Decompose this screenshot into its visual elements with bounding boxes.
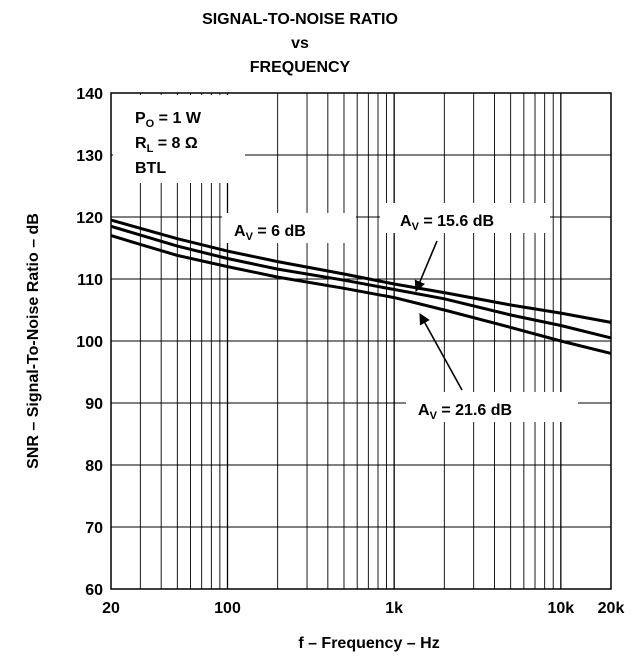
series-label-2: AV = 21.6 dB — [418, 402, 512, 422]
condition-0: PO = 1 W — [135, 110, 202, 130]
x-axis-label: f – Frequency – Hz — [298, 635, 439, 652]
y-tick-60: 60 — [85, 582, 103, 599]
title-line-1: vs — [291, 35, 309, 52]
y-tick-90: 90 — [85, 396, 103, 413]
y-tick-70: 70 — [85, 520, 103, 537]
label-box-6db — [222, 213, 356, 243]
x-tick-1000: 1k — [385, 600, 403, 617]
y-tick-130: 130 — [76, 148, 103, 165]
arrow-15-6db — [414, 240, 438, 293]
annotations: PO = 1 W RL = 8 Ω BTL AV = 6 dB AV = 15.6 dB… — [113, 95, 578, 422]
y-tick-80: 80 — [85, 458, 103, 475]
title-line-0: SIGNAL-TO-NOISE RATIO — [202, 11, 398, 28]
label-box-15-6db — [380, 203, 550, 233]
series-label-0: AV = 6 dB — [234, 223, 306, 243]
x-tick-20000: 20k — [598, 600, 625, 617]
condition-1: RL = 8 Ω — [135, 135, 198, 155]
x-tick-10000: 10k — [547, 600, 574, 617]
condition-2: BTL — [135, 160, 166, 177]
x-tick-100: 100 — [214, 600, 241, 617]
plot-frame — [110, 92, 612, 590]
y-tick-100: 100 — [76, 334, 103, 351]
series-group — [110, 218, 612, 355]
series-line-2 — [110, 234, 612, 355]
tick-labels: 60 70 80 90 100 110 120 130 140 20 100 1k 10k 20k — [76, 86, 624, 617]
conditions-box — [113, 95, 245, 183]
title-line-2: FREQUENCY — [250, 59, 351, 76]
series-label-1: AV = 15.6 dB — [400, 213, 494, 233]
y-axis-label: SNR – Signal-To-Noise Ratio – dB — [25, 213, 42, 469]
y-tick-120: 120 — [76, 210, 103, 227]
plot-border — [110, 92, 612, 590]
axis-labels: f – Frequency – Hz SNR – Signal-To-Noise … — [25, 213, 440, 652]
y-tick-110: 110 — [77, 272, 103, 289]
series-line-0 — [110, 218, 612, 324]
chart-title: SIGNAL-TO-NOISE RATIO vs FREQUENCY — [202, 11, 398, 76]
x-tick-20: 20 — [102, 600, 120, 617]
series-line-1 — [110, 224, 612, 340]
label-box-21-6db — [406, 392, 578, 422]
arrow-21-6db — [419, 313, 463, 391]
y-tick-140: 140 — [76, 86, 103, 103]
